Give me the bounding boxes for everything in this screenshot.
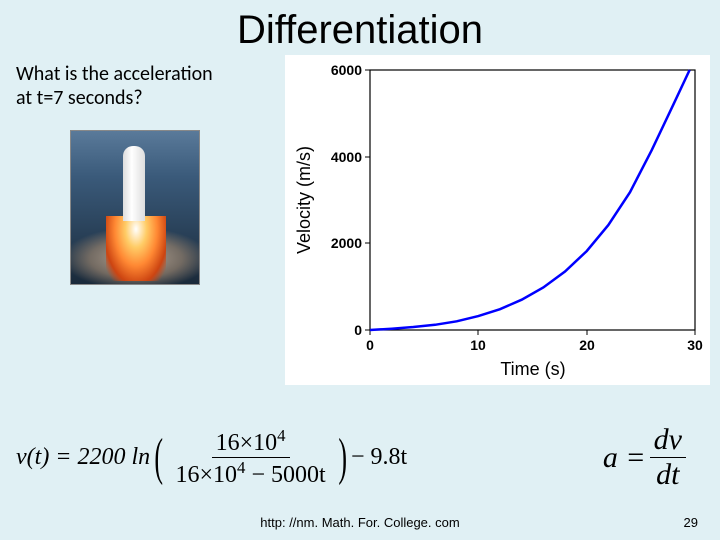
formula-velocity: v(t) = 2200 ln ( 16×104 16×104 − 5000t )… bbox=[16, 426, 407, 489]
ytick-4000: 4000 bbox=[331, 149, 362, 165]
rocket-image bbox=[70, 130, 200, 285]
formula-acceleration: a = dv dt bbox=[603, 423, 690, 492]
formula-row: v(t) = 2200 ln ( 16×104 16×104 − 5000t )… bbox=[0, 423, 720, 492]
page-number: 29 bbox=[684, 515, 698, 530]
formula-a-den: dt bbox=[652, 458, 683, 492]
question-line-1: What is the acceleration bbox=[16, 62, 213, 86]
formula-v-den-b: − 5000t bbox=[245, 462, 325, 488]
x-axis-label: Time (s) bbox=[500, 359, 565, 379]
ytick-2000: 2000 bbox=[331, 235, 362, 251]
formula-v-num-sup: 4 bbox=[277, 426, 285, 445]
formula-a-num: dv bbox=[650, 423, 686, 458]
formula-v-tail: − 9.8t bbox=[351, 444, 407, 471]
velocity-chart: 0 2000 4000 6000 0 10 20 30 Time (s) Vel… bbox=[285, 55, 710, 385]
question-line-2: at t=7 seconds? bbox=[16, 86, 143, 110]
xtick-10: 10 bbox=[470, 337, 486, 353]
xtick-0: 0 bbox=[366, 337, 374, 353]
question-text: What is the acceleration at t=7 seconds? bbox=[16, 62, 213, 110]
formula-v-lhs: v(t) = 2200 ln bbox=[16, 444, 150, 471]
page-title: Differentiation bbox=[0, 0, 720, 53]
y-axis-label: Velocity (m/s) bbox=[294, 146, 314, 254]
xtick-30: 30 bbox=[687, 337, 703, 353]
formula-v-den-a: 16×10 bbox=[176, 462, 238, 488]
formula-a-lhs: a = bbox=[603, 441, 646, 475]
formula-v-num: 16×10 bbox=[216, 430, 278, 456]
ytick-0: 0 bbox=[354, 322, 362, 338]
ytick-6000: 6000 bbox=[331, 62, 362, 78]
footer-url: http: //nm. Math. For. College. com bbox=[0, 515, 720, 530]
xtick-20: 20 bbox=[579, 337, 595, 353]
